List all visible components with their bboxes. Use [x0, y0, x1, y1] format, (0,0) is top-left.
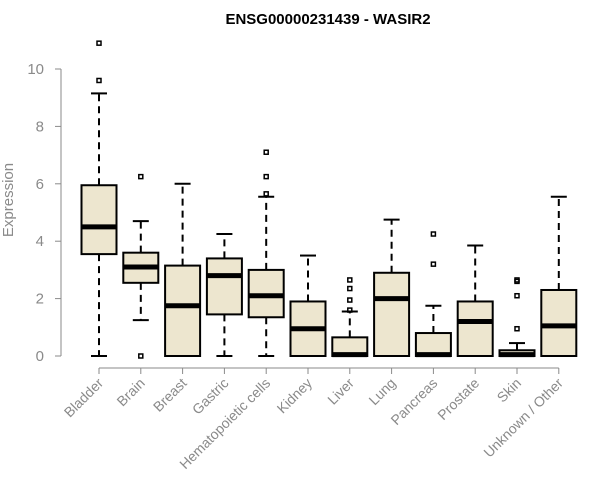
outlier-point: [347, 297, 353, 303]
iqr-box: [540, 288, 578, 357]
outlier-point: [347, 307, 353, 313]
x-tick-label: Bladder: [61, 375, 107, 421]
box-breast: [164, 182, 202, 357]
iqr-box: [373, 271, 411, 357]
x-tick-label: Unknown / Other: [480, 375, 566, 461]
box-gastric: [205, 233, 243, 357]
x-tick-label: Skin: [494, 375, 525, 406]
chart-title: ENSG00000231439 - WASIR2: [225, 11, 430, 28]
box-hematopoietic-cells: [247, 149, 285, 357]
x-tick-label: Kidney: [274, 375, 316, 417]
x-tick-label: Brain: [113, 375, 147, 409]
y-tick-label: 10: [27, 61, 44, 78]
outlier-point: [430, 231, 437, 237]
outlier-point: [347, 277, 353, 283]
box-prostate: [456, 244, 494, 357]
outlier-point: [263, 173, 269, 180]
box-kidney: [289, 254, 327, 357]
y-tick-label: 2: [36, 291, 44, 308]
outlier-point: [263, 191, 269, 197]
box-liver: [331, 277, 369, 358]
iqr-box: [164, 264, 202, 357]
outlier-point: [96, 77, 102, 84]
x-tick-label: Liver: [324, 375, 357, 408]
outlier-point: [430, 261, 437, 267]
outlier-point: [96, 40, 102, 46]
y-tick-label: 6: [36, 176, 44, 193]
box-unknown-other: [540, 195, 578, 357]
y-tick-label: 0: [36, 348, 44, 365]
y-tick-label: 8: [36, 118, 44, 135]
outlier-point: [138, 353, 144, 359]
x-tick-label: Lung: [365, 375, 398, 408]
iqr-box: [205, 257, 243, 316]
box-brain: [122, 173, 160, 359]
outlier-point: [138, 173, 144, 180]
y-axis-title: Expression: [0, 163, 17, 237]
outlier-point: [514, 277, 520, 283]
outlier-point: [263, 149, 269, 155]
outlier-point: [514, 325, 520, 332]
outlier-point: [514, 292, 520, 299]
y-tick-label: 4: [36, 233, 44, 250]
x-tick-label: Prostate: [434, 375, 482, 423]
iqr-box: [456, 300, 494, 357]
outlier-point: [347, 285, 353, 292]
x-tick-label: Breast: [150, 375, 190, 415]
box-skin: [498, 277, 536, 358]
boxes-group: [80, 40, 578, 359]
box-pancreas: [414, 231, 452, 358]
iqr-box: [80, 184, 118, 256]
y-axis: 0 2 4 6 8 10: [27, 61, 62, 365]
box-lung: [373, 218, 411, 357]
box-bladder: [80, 40, 118, 357]
